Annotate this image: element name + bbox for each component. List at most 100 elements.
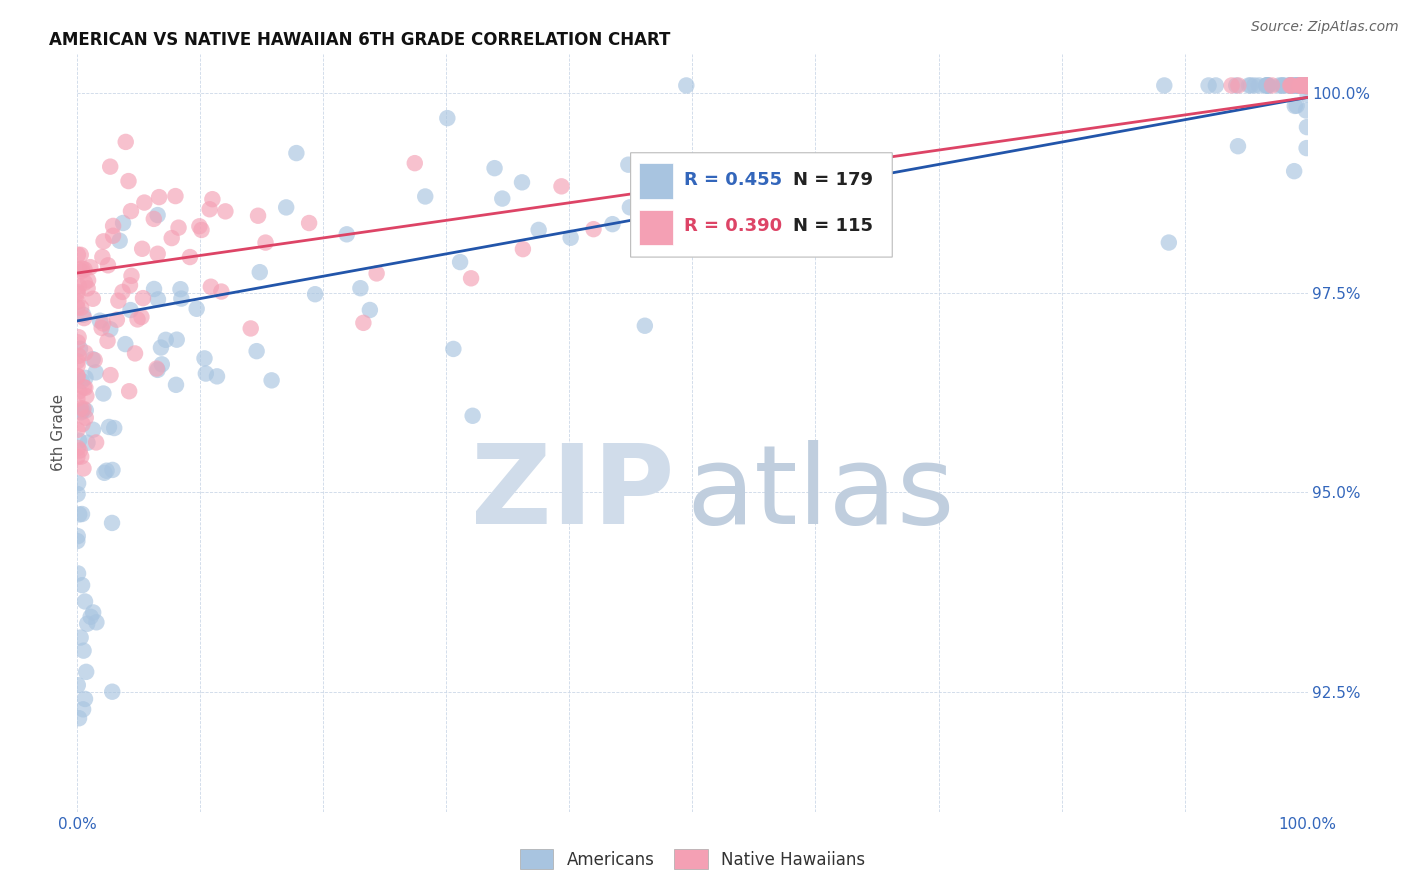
Point bbox=[111, 285, 134, 299]
Point bbox=[105, 312, 128, 326]
Point bbox=[69, 443, 91, 458]
Point bbox=[66, 301, 89, 315]
Point bbox=[70, 264, 93, 278]
Point bbox=[1284, 99, 1306, 113]
Point bbox=[664, 157, 686, 171]
Point bbox=[145, 361, 167, 376]
Point bbox=[146, 293, 169, 307]
Point bbox=[460, 271, 482, 285]
Point bbox=[194, 367, 217, 381]
Point bbox=[96, 334, 118, 348]
Point bbox=[165, 189, 187, 203]
Point bbox=[1294, 78, 1316, 93]
Point bbox=[1286, 78, 1309, 93]
Point bbox=[101, 516, 124, 530]
Point bbox=[1296, 78, 1319, 93]
Point bbox=[1237, 78, 1260, 93]
Point bbox=[70, 301, 93, 315]
Point bbox=[165, 377, 187, 392]
Point bbox=[70, 374, 93, 388]
Point bbox=[117, 174, 139, 188]
Point bbox=[1220, 78, 1243, 93]
Point bbox=[70, 450, 93, 464]
Point bbox=[76, 281, 98, 295]
Point bbox=[1257, 78, 1279, 93]
Point bbox=[1295, 78, 1317, 93]
Point bbox=[1257, 78, 1279, 93]
Point bbox=[512, 242, 534, 256]
Point bbox=[121, 268, 143, 283]
Point bbox=[82, 423, 104, 437]
Point bbox=[1282, 78, 1305, 93]
Point bbox=[1296, 87, 1319, 102]
Point bbox=[560, 231, 582, 245]
Point bbox=[1295, 78, 1317, 93]
Point bbox=[93, 466, 115, 480]
Point bbox=[1296, 78, 1319, 93]
Point bbox=[66, 423, 89, 437]
Point bbox=[72, 403, 94, 417]
Point bbox=[436, 111, 458, 125]
Point bbox=[441, 342, 464, 356]
Point bbox=[1227, 78, 1250, 93]
Point bbox=[619, 200, 641, 214]
Point bbox=[1271, 78, 1294, 93]
Point bbox=[1296, 78, 1319, 93]
Point bbox=[75, 665, 97, 679]
Point bbox=[413, 189, 436, 203]
Point bbox=[1295, 78, 1317, 93]
Point bbox=[179, 250, 201, 264]
Text: R = 0.455: R = 0.455 bbox=[683, 171, 782, 189]
Point bbox=[1286, 78, 1309, 93]
Point bbox=[209, 285, 232, 299]
Point bbox=[132, 291, 155, 305]
Point bbox=[1296, 78, 1319, 93]
Point bbox=[239, 321, 262, 335]
Point bbox=[1295, 78, 1317, 93]
Point bbox=[73, 311, 96, 326]
Point bbox=[1295, 78, 1317, 93]
Point bbox=[1285, 98, 1308, 112]
Point bbox=[1225, 78, 1247, 93]
Point bbox=[98, 160, 121, 174]
Point bbox=[73, 380, 96, 394]
Point bbox=[91, 317, 114, 331]
Point bbox=[634, 318, 657, 333]
Point bbox=[366, 267, 388, 281]
Point bbox=[1289, 78, 1312, 93]
Point bbox=[142, 211, 165, 226]
Point bbox=[1281, 78, 1303, 93]
Point bbox=[114, 135, 136, 149]
Point bbox=[166, 333, 188, 347]
Point bbox=[67, 508, 90, 522]
FancyBboxPatch shape bbox=[631, 153, 893, 257]
Point bbox=[201, 192, 224, 206]
Point bbox=[66, 359, 89, 373]
Point bbox=[1296, 78, 1319, 93]
Point bbox=[67, 566, 90, 581]
Point bbox=[1295, 141, 1317, 155]
Text: N = 179: N = 179 bbox=[793, 171, 873, 189]
Point bbox=[1294, 78, 1316, 93]
Point bbox=[205, 369, 228, 384]
Point bbox=[75, 389, 97, 403]
Point bbox=[1288, 78, 1310, 93]
Point bbox=[1295, 78, 1317, 93]
Point bbox=[298, 216, 321, 230]
Point bbox=[1296, 78, 1319, 93]
Point bbox=[1268, 78, 1291, 93]
Point bbox=[1279, 78, 1302, 93]
Point bbox=[146, 208, 169, 222]
Point bbox=[214, 204, 236, 219]
Point bbox=[1295, 78, 1317, 93]
Point bbox=[69, 248, 91, 262]
Point bbox=[1286, 78, 1309, 93]
Point bbox=[127, 312, 149, 326]
Point bbox=[66, 285, 89, 299]
Point bbox=[90, 321, 112, 335]
Point bbox=[1296, 78, 1319, 93]
Point bbox=[190, 223, 212, 237]
Point bbox=[84, 435, 107, 450]
Point bbox=[72, 643, 94, 657]
Point bbox=[1288, 78, 1310, 93]
